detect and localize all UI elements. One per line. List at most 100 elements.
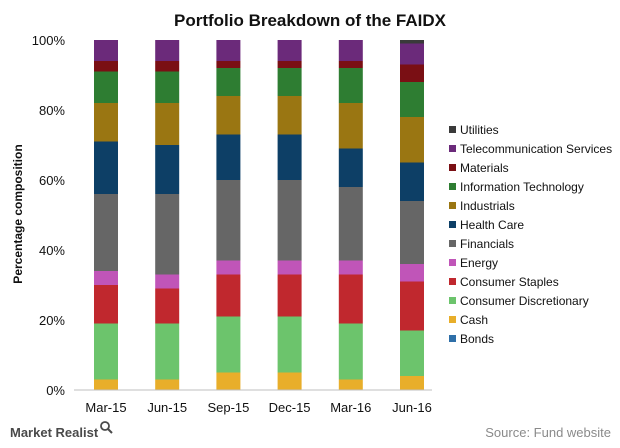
bars (94, 40, 424, 390)
legend-swatch (449, 145, 456, 152)
source-note: Source: Fund website (485, 425, 611, 440)
legend-swatch (449, 221, 456, 228)
bar-segment (277, 134, 302, 180)
bar-segment (216, 134, 241, 180)
y-tick-label: 40% (39, 243, 65, 258)
legend-item: Energy (449, 256, 498, 270)
bar-segment (400, 281, 424, 331)
legend-label: Consumer Discretionary (460, 294, 589, 308)
bar-segment (400, 82, 424, 117)
bar-segment (400, 330, 424, 376)
x-tick-label: Sep-15 (207, 400, 249, 415)
legend-label: Health Care (460, 218, 524, 232)
bar-segment (338, 274, 363, 324)
bar-segment (155, 40, 180, 61)
legend-label: Telecommunication Services (460, 142, 612, 156)
bar-segment (277, 40, 302, 61)
bar-segment (155, 194, 180, 275)
bar-segment (216, 316, 241, 373)
legend-item: Health Care (449, 218, 524, 232)
bar-segment (277, 96, 302, 135)
legend-swatch (449, 202, 456, 209)
bar-segment (94, 40, 118, 61)
bar-segment (400, 162, 424, 201)
bar-segment (216, 260, 241, 275)
legend-swatch (449, 126, 456, 133)
bar-segment (216, 274, 241, 317)
bar-segment (216, 180, 241, 261)
bar-segment (277, 372, 302, 390)
legend-swatch (449, 259, 456, 266)
bar-segment (277, 68, 302, 96)
bar-segment (277, 316, 302, 373)
bar-segment (338, 68, 363, 103)
brand-logo: Market Realist (10, 421, 113, 440)
legend-swatch (449, 297, 456, 304)
legend-item: Bonds (449, 332, 494, 346)
bar-stack-Jun-15 (155, 40, 180, 390)
bar-segment (155, 274, 180, 289)
bar-segment (338, 323, 363, 380)
y-tick-label: 20% (39, 313, 65, 328)
legend-label: Materials (460, 161, 509, 175)
legend-label: Utilities (460, 123, 499, 137)
bar-segment (155, 103, 180, 145)
bar-segment (400, 264, 424, 282)
bar-segment (216, 40, 241, 61)
legend-item: Financials (449, 237, 514, 251)
bar-segment (400, 43, 424, 65)
bar-segment (338, 61, 363, 68)
bar-stack-Mar-15 (94, 40, 118, 390)
y-tick-label: 100% (32, 33, 66, 48)
bar-segment (338, 260, 363, 275)
bar-segment (277, 274, 302, 317)
legend-item: Industrials (449, 199, 515, 213)
legend-swatch (449, 183, 456, 190)
bar-segment (400, 117, 424, 163)
bar-segment (94, 379, 118, 390)
bar-segment (338, 103, 363, 149)
bar-segment (94, 194, 118, 271)
x-axis-ticks: Mar-15 Jun-15 Sep-15 Dec-15 Mar-16 Jun-16 (85, 400, 431, 415)
legend-item: Consumer Staples (449, 275, 559, 289)
bar-segment (400, 40, 424, 44)
bar-segment (94, 61, 118, 72)
legend-label: Consumer Staples (460, 275, 559, 289)
y-axis-ticks: 0% 20% 40% 60% 80% 100% (32, 33, 66, 398)
bar-segment (155, 145, 180, 194)
legend-label: Financials (460, 237, 514, 251)
bar-segment (277, 260, 302, 275)
chart-title: Portfolio Breakdown of the FAIDX (174, 11, 447, 30)
bar-segment (338, 379, 363, 390)
legend-item: Consumer Discretionary (449, 294, 589, 308)
bar-segment (94, 323, 118, 380)
magnifier-handle (107, 428, 113, 434)
y-tick-label: 80% (39, 103, 65, 118)
bar-segment (155, 379, 180, 390)
bar-segment (94, 285, 118, 324)
legend-swatch (449, 316, 456, 323)
x-tick-label: Dec-15 (269, 400, 311, 415)
legend-label: Energy (460, 256, 498, 270)
bar-stack-Sep-15 (216, 40, 241, 390)
bar-stack-Jun-16 (400, 40, 424, 390)
bar-segment (94, 141, 118, 194)
x-tick-label: Mar-16 (330, 400, 371, 415)
bar-segment (400, 64, 424, 82)
x-tick-label: Jun-16 (392, 400, 432, 415)
legend-label: Cash (460, 313, 488, 327)
legend-swatch (449, 335, 456, 342)
bar-segment (155, 71, 180, 103)
bar-segment (277, 180, 302, 261)
legend-item: Telecommunication Services (449, 142, 612, 156)
brand-name: Market Realist (10, 425, 99, 440)
legend-item: Utilities (449, 123, 499, 137)
bar-segment (277, 61, 302, 68)
y-axis-label: Percentage composition (11, 144, 25, 283)
bar-segment (338, 40, 363, 61)
legend-swatch (449, 278, 456, 285)
bar-segment (216, 61, 241, 68)
legend-item: Materials (449, 161, 509, 175)
